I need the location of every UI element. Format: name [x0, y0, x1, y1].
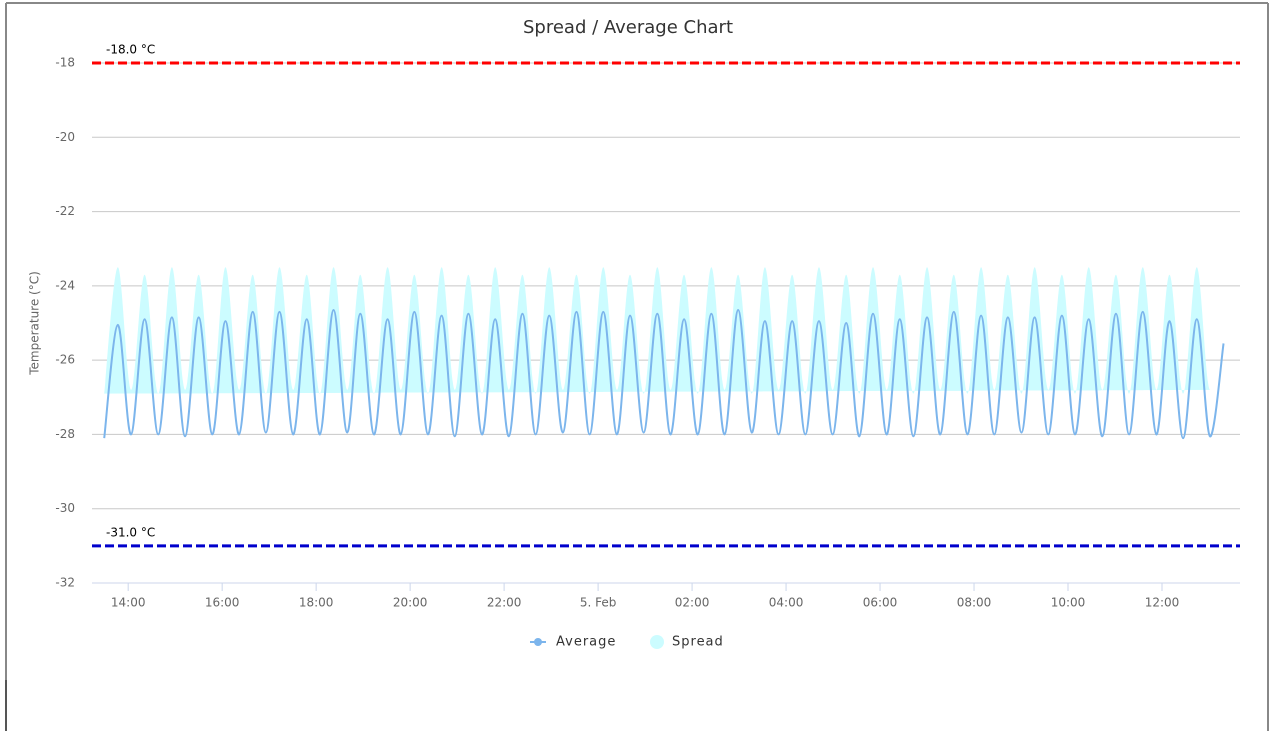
y-tick-label: -30: [55, 501, 75, 515]
legend-label: Spread: [672, 635, 724, 650]
x-tick-label: 12:00: [1145, 596, 1180, 610]
plot-line-label: -31.0 °C: [106, 525, 155, 539]
x-tick-label: 08:00: [957, 596, 992, 610]
x-tick-label: 04:00: [769, 596, 804, 610]
y-tick-label: -24: [55, 278, 75, 292]
y-tick-label: -18: [55, 56, 75, 70]
legend: Average Spread: [530, 635, 724, 650]
x-tick-label: 18:00: [299, 596, 334, 610]
plot-line-label: -18.0 °C: [106, 43, 155, 57]
legend-symbol: [650, 635, 664, 649]
x-tick-label: 20:00: [393, 596, 428, 610]
x-tick-label: 14:00: [111, 596, 146, 610]
legend-label: Average: [556, 635, 616, 650]
y-tick-label: -20: [55, 130, 75, 144]
x-tick-label: 06:00: [863, 596, 898, 610]
y-tick-label: -26: [55, 353, 75, 367]
x-tick-label: 22:00: [487, 596, 522, 610]
x-tick-label: 16:00: [205, 596, 240, 610]
legend-symbol: [534, 638, 542, 646]
y-axis-label: Temperature (°C): [28, 271, 42, 376]
chart-title: Spread / Average Chart: [523, 17, 733, 38]
y-tick-label: -22: [55, 204, 75, 218]
y-tick-label: -28: [55, 427, 75, 441]
x-tick-label: 02:00: [675, 596, 710, 610]
y-tick-label: -32: [55, 576, 75, 590]
average-line: [103, 308, 1225, 440]
x-tick-label: 10:00: [1051, 596, 1086, 610]
x-tick-label: 5. Feb: [580, 596, 617, 610]
